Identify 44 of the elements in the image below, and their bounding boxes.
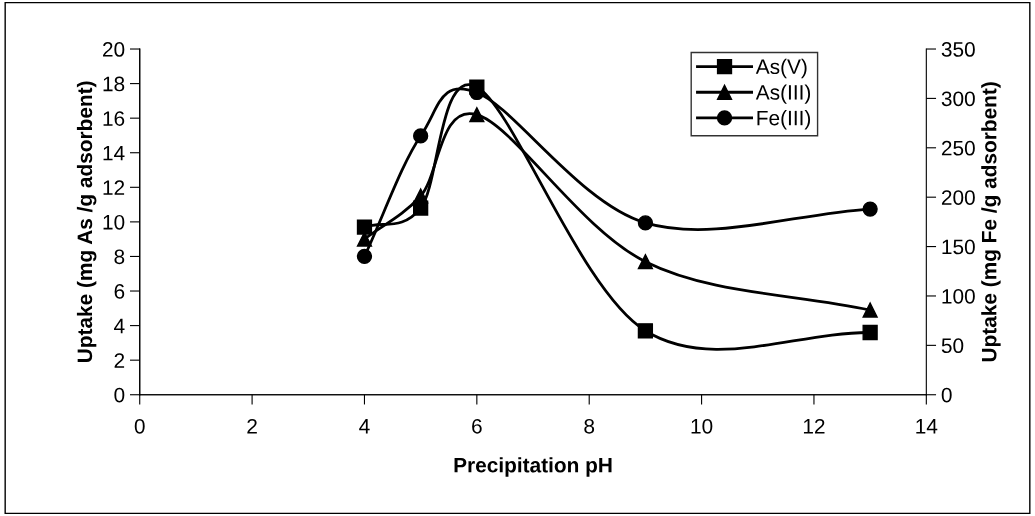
point [356,248,373,265]
y-tick-label: 8 [114,249,125,265]
x-tick-label: 4 [359,419,370,434]
point [356,219,373,235]
y-tick-label: 10 [103,214,125,230]
x-tick-label: 8 [584,418,595,434]
y2-tick-label: 100 [942,288,975,304]
y-axis-title: Uptake (mg As /g adsorbent) [76,81,97,363]
y2-tick-label: 150 [942,239,975,255]
y2-tick-label: 50 [941,338,964,354]
point [637,215,654,231]
x-tick-label: 12 [803,418,825,434]
y-tick-label: 0 [114,387,125,403]
x-axis-title: Precipitation pH [454,457,612,477]
y2-tick-label: 350 [941,42,975,57]
legend-label: As(III) [755,84,811,104]
y-tick-label: 4 [114,318,125,334]
x-tick-label: 0 [134,418,145,434]
y2-tick-label: 300 [941,91,975,107]
y-tick-label: 2 [114,353,125,368]
y2-tick-label: 250 [941,140,975,156]
y-tick-label: 18 [103,76,125,92]
legend-label: Fe(III) [757,110,811,130]
point [637,253,654,270]
point [862,324,878,341]
point [469,107,485,123]
y-tick-label: 14 [103,145,125,161]
y-tick-label: 6 [114,284,125,299]
x-tick-label: 14 [916,419,938,434]
point [862,302,878,318]
legend-label: As(V) [755,58,807,79]
y-tick-label: 12 [103,180,125,195]
y2-axis-title: Uptake (mg Fe /g adsorbent) [981,82,1001,362]
point [413,188,429,204]
y2-tick-label: 0 [941,387,952,403]
point [862,201,878,217]
y2-tick-label: 200 [941,190,975,205]
point [637,323,654,339]
x-tick-label: 2 [247,418,257,434]
x-tick-label: 10 [691,418,713,434]
y-tick-label: 16 [103,111,125,126]
y-tick-label: 20 [103,42,125,57]
x-tick-label: 6 [472,418,482,434]
point [413,128,429,144]
